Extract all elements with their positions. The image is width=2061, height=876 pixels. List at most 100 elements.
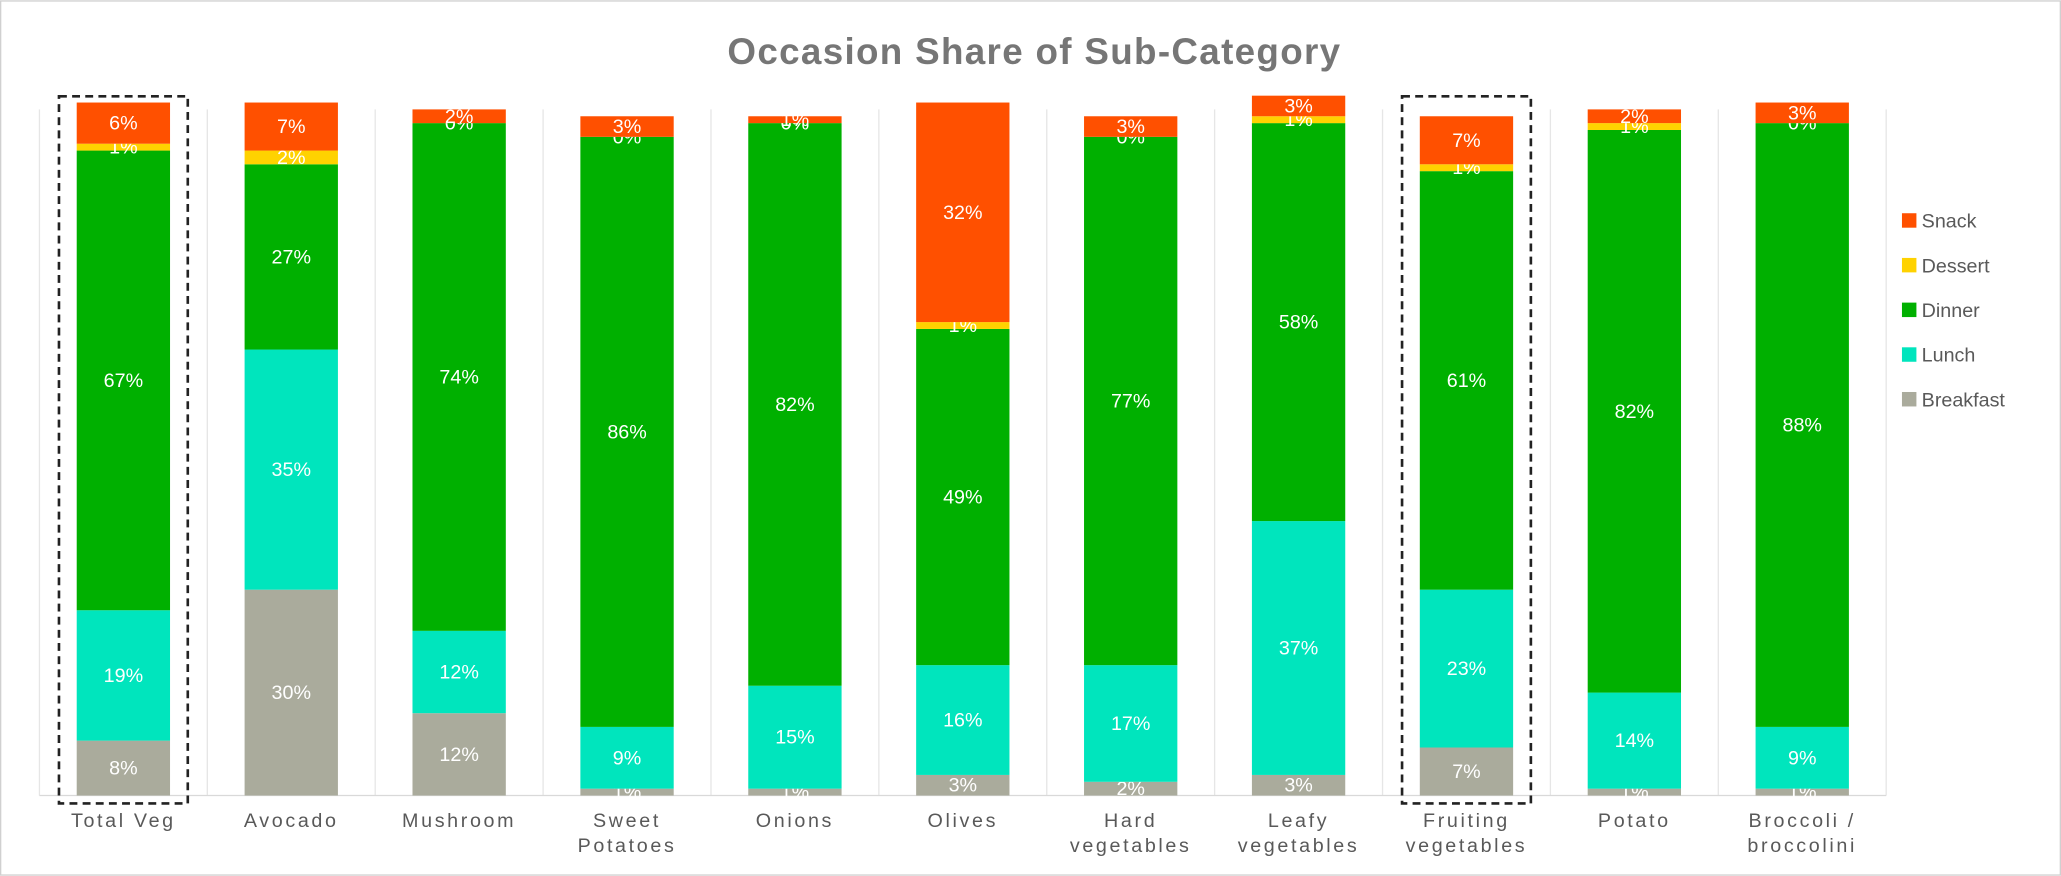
bar-segment xyxy=(1587,788,1682,796)
legend-label: Lunch xyxy=(1922,345,1976,367)
data-label: 77% xyxy=(1111,391,1150,413)
bar-segment xyxy=(916,328,1010,666)
data-label: 58% xyxy=(1279,312,1318,334)
x-tick-label-box: Mushroom xyxy=(402,810,514,832)
data-label: 74% xyxy=(439,367,478,389)
highlight-box xyxy=(1400,94,1533,805)
bar-segment xyxy=(1084,136,1178,666)
bar-segment xyxy=(244,164,338,350)
x-tick-label: Avocado xyxy=(243,809,339,833)
data-label: 2% xyxy=(1620,106,1648,128)
data-label: 1% xyxy=(781,109,809,131)
data-label: 16% xyxy=(943,710,982,732)
x-tick-label-box: Potato xyxy=(1598,810,1668,832)
bar-segment xyxy=(76,610,171,741)
bar-segment xyxy=(1587,123,1682,130)
chart-title: Occasion Share of Sub-Category xyxy=(727,31,1341,72)
bar-segment xyxy=(76,102,171,144)
legend-label: Breakfast xyxy=(1922,389,2006,411)
x-tick-label-box: Leafy vegetables xyxy=(1237,809,1360,858)
data-label: 7% xyxy=(1452,130,1480,152)
bar-segment xyxy=(916,774,1010,796)
bar-segment xyxy=(1084,781,1178,796)
bar-segment xyxy=(748,123,842,686)
data-label: 30% xyxy=(272,682,311,704)
bar-segment xyxy=(1419,164,1514,172)
data-label: 19% xyxy=(104,665,143,687)
bar-segment xyxy=(580,116,674,137)
x-tick-label-box: Fruiting vegetables xyxy=(1405,809,1528,858)
bar-segment xyxy=(1419,171,1514,590)
bar-segment xyxy=(76,740,171,796)
bar-segment xyxy=(916,322,1010,329)
data-label: 9% xyxy=(1788,747,1816,769)
bar-segment xyxy=(1755,788,1849,796)
bar-segment xyxy=(412,630,506,714)
bar-segment xyxy=(1587,692,1682,789)
x-tick-label-box: Olives xyxy=(927,809,999,833)
bar-segment xyxy=(748,685,842,789)
x-tick-label: Olives xyxy=(927,809,999,833)
bar-segment xyxy=(412,713,506,796)
data-label: 7% xyxy=(277,116,305,138)
highlight-box xyxy=(57,94,190,805)
bar-segment xyxy=(1755,726,1849,789)
x-tick-label-box: Total Veg xyxy=(70,809,176,833)
bar-segment xyxy=(916,665,1010,775)
data-label: 3% xyxy=(613,116,641,138)
bar-segment xyxy=(244,150,338,165)
legend-label: Snack xyxy=(1922,211,1977,233)
data-label: 23% xyxy=(1447,658,1486,680)
data-label: 12% xyxy=(439,662,478,684)
data-label: 3% xyxy=(1116,116,1144,138)
data-label: 82% xyxy=(775,394,814,416)
data-label: 35% xyxy=(272,459,311,481)
data-label: 2% xyxy=(445,106,473,128)
x-tick-label: Broccoli / broccolini xyxy=(1747,809,1858,858)
bar-segment xyxy=(580,726,674,789)
bar-segment xyxy=(1755,123,1849,727)
x-tick-label: Sweet Potatoes xyxy=(577,809,677,858)
data-label: 3% xyxy=(949,775,977,797)
data-label: 67% xyxy=(104,370,143,392)
bar-segment xyxy=(244,349,338,590)
data-label: 12% xyxy=(439,744,478,766)
x-tick-label-box: Broccoli / broccolini xyxy=(1747,809,1858,858)
bar-segment xyxy=(1084,665,1178,782)
bar-segment xyxy=(748,788,842,796)
x-tick-label: Total Veg xyxy=(70,809,176,833)
data-label: 6% xyxy=(109,113,137,135)
bar-segment xyxy=(1419,116,1514,165)
x-tick-label: Fruiting vegetables xyxy=(1405,809,1528,858)
bar-segment xyxy=(1587,109,1682,124)
x-tick-label: Leafy vegetables xyxy=(1237,809,1360,858)
bar-segment xyxy=(1251,774,1346,796)
x-tick-label: Onions xyxy=(755,809,835,833)
bar-segment xyxy=(1419,747,1514,796)
data-label: 15% xyxy=(775,727,814,749)
data-label: 82% xyxy=(1615,401,1654,423)
data-label: 3% xyxy=(1284,775,1312,797)
legend-swatch xyxy=(1901,391,1917,407)
data-label: 7% xyxy=(1452,761,1480,783)
bar-segment xyxy=(244,589,338,796)
bar-segment xyxy=(1251,116,1346,124)
x-tick-label-box: Sweet Potatoes xyxy=(577,809,677,858)
bar-segment xyxy=(1084,116,1178,137)
x-tick-label-box: Avocado xyxy=(243,809,339,833)
bar-segment xyxy=(76,143,171,151)
bar-segment xyxy=(1755,102,1849,124)
x-tick-label: Hard vegetables xyxy=(1069,809,1192,858)
data-label: 3% xyxy=(1284,95,1312,117)
bar-segment xyxy=(412,109,506,124)
bar-segment xyxy=(1251,521,1346,775)
data-label: 37% xyxy=(1279,638,1318,660)
bar-segment xyxy=(1251,95,1346,117)
legend-swatch xyxy=(1901,257,1917,273)
bar-segment xyxy=(1587,129,1682,693)
bar-segment xyxy=(916,102,1010,323)
data-label: 32% xyxy=(943,202,982,224)
legend-swatch xyxy=(1901,213,1917,228)
legend-swatch xyxy=(1901,302,1917,318)
